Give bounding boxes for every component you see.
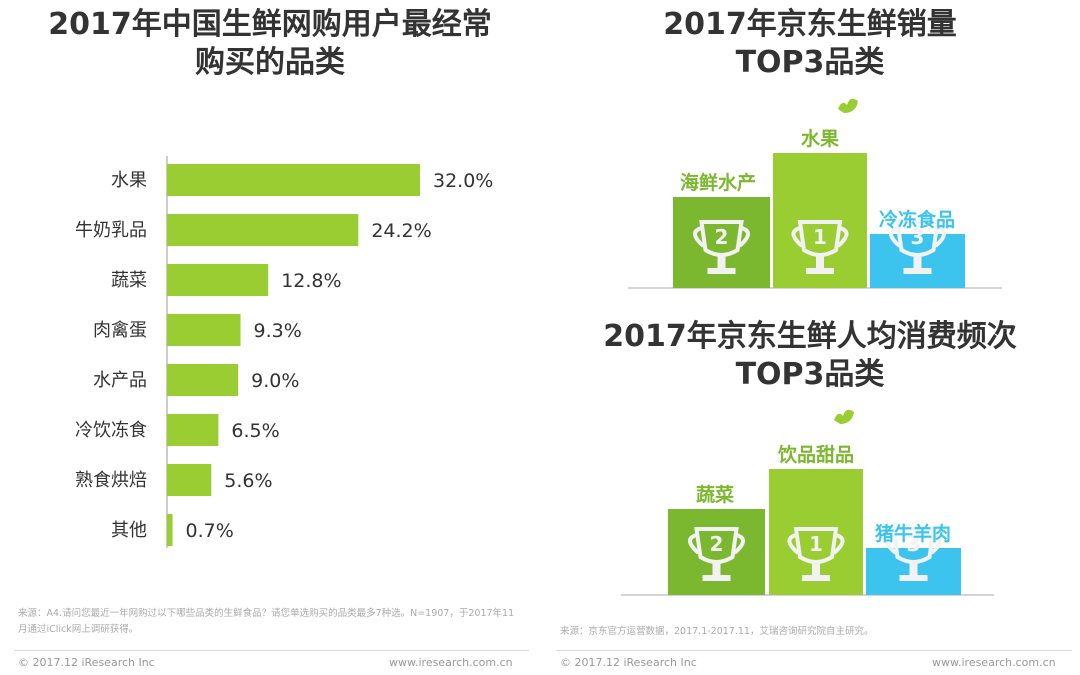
bar (167, 364, 239, 396)
category-label: 水产品 (93, 370, 147, 391)
website-url: www.iresearch.com.cn (389, 656, 513, 669)
podium-label: 蔬菜 (696, 483, 734, 506)
category-label: 蔬菜 (111, 270, 147, 291)
trophy-icon (688, 527, 745, 581)
copyright: © 2017.12 iResearch Inc (560, 656, 697, 669)
value-label: 24.2% (371, 220, 431, 242)
podium-label: 饮品甜品 (777, 443, 854, 466)
frequency-title-line1: 2017年京东生鲜人均消费频次 (603, 319, 1017, 354)
footer-divider (556, 650, 1072, 651)
frequency-title-line2: TOP3品类 (735, 357, 885, 392)
source-note: 来源：A4.请问您最近一年网购过以下哪些品类的生鲜食品？请您单选购买的品类最多7… (18, 608, 515, 635)
podium-label: 水果 (801, 128, 839, 150)
footer-divider (14, 650, 529, 651)
left-panel: 2017年中国生鲜网购用户最经常 购买的品类 水果 32.0% 牛奶乳品 24.2% 蔬… (14, 6, 529, 669)
chart-title: 2017年中国生鲜网购用户最经常 购买的品类 (20, 6, 520, 82)
chart-title-line1: 2017年中国生鲜网购用户最经常 (48, 7, 492, 42)
sales-title-line1: 2017年京东生鲜销量 (663, 7, 957, 42)
bar (167, 314, 241, 346)
bar (167, 164, 420, 196)
right-panel: 2017年京东生鲜销量 TOP3品类 2 海鲜水产 1 水果 3 冷冻食品 2017年京东… (540, 0, 1080, 675)
copyright: © 2017.12 iResearch Inc (18, 656, 155, 669)
bar (167, 514, 173, 546)
value-label: 9.3% (254, 320, 302, 342)
podium-label: 冷冻食品 (879, 208, 955, 231)
podium-label: 猪牛羊肉 (874, 522, 951, 545)
podium-rank-1: 1 水果 (773, 128, 867, 288)
value-label: 6.5% (231, 420, 279, 442)
rank-number: 2 (715, 225, 729, 249)
bar (167, 264, 269, 296)
category-label: 冷饮冻食 (75, 420, 147, 441)
frequency-title: 2017年京东生鲜人均消费频次 TOP3品类 (560, 318, 1060, 394)
bar (167, 464, 212, 496)
rank-number: 1 (809, 532, 823, 556)
rank-number: 2 (710, 532, 724, 556)
rank-number: 3 (911, 225, 925, 249)
value-label: 0.7% (186, 520, 234, 542)
value-label: 12.8% (281, 270, 341, 292)
website-url: www.iresearch.com.cn (932, 656, 1056, 669)
sales-title-line2: TOP3品类 (735, 45, 885, 80)
value-label: 9.0% (251, 370, 299, 392)
category-label: 牛奶乳品 (75, 220, 147, 241)
leaf-icon (838, 98, 858, 113)
leaf-icon (834, 409, 854, 424)
value-label: 32.0% (433, 170, 493, 192)
source-note: 来源：京东官方运营数据，2017.1-2017.11，艾瑞咨询研究院自主研究。 (560, 626, 874, 637)
trophy-icon (791, 220, 849, 274)
trophy-icon (787, 527, 845, 581)
horizontal-bar-chart: 水果 32.0% 牛奶乳品 24.2% 蔬菜 12.8% 肉禽蛋 9.3% 水产品 9.0% 冷饮冻… (75, 156, 493, 548)
podium-label: 海鲜水产 (680, 171, 756, 194)
podium-rank-1: 1 饮品甜品 (769, 443, 863, 595)
category-label: 水果 (111, 170, 147, 191)
chart-title-line2: 购买的品类 (195, 45, 345, 80)
trophy-icon (693, 220, 750, 274)
category-label: 其他 (111, 520, 147, 541)
sales-title: 2017年京东生鲜销量 TOP3品类 (560, 6, 1060, 82)
category-label: 熟食烘焙 (75, 470, 147, 491)
bar (167, 414, 219, 446)
category-label: 肉禽蛋 (93, 320, 147, 341)
trophy-icon (885, 527, 942, 581)
podium-rank-2: 2 蔬菜 (668, 483, 765, 595)
podium-rank-2: 2 海鲜水产 (673, 171, 770, 288)
rank-number: 1 (813, 225, 827, 249)
bar (167, 214, 359, 246)
value-label: 5.6% (224, 470, 272, 492)
trophy-icon (889, 220, 946, 274)
rank-number: 3 (907, 532, 921, 556)
